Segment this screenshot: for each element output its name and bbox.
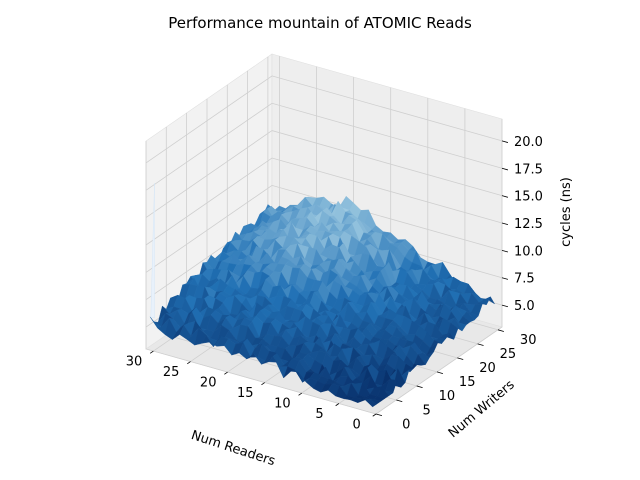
y-tick-mark — [396, 399, 403, 403]
z-tick-label: 15.0 — [514, 190, 543, 205]
x-tick-label: 5 — [315, 407, 323, 422]
z-tick-label: 20.0 — [514, 135, 543, 150]
y-tick-label: 30 — [520, 333, 537, 348]
y-tick-mark — [416, 385, 423, 388]
surface-spike — [150, 183, 155, 319]
z-tick-label: 7.5 — [514, 272, 535, 287]
z-tick-mark — [501, 222, 509, 226]
z-axis-label: cycles (ns) — [559, 177, 574, 247]
x-tick-mark — [298, 392, 303, 396]
y-tick-mark — [457, 357, 464, 360]
z-tick-label: 5.0 — [514, 299, 535, 314]
x-tick-label: 20 — [200, 375, 217, 390]
grid-line-z — [145, 184, 503, 273]
grid-line-y — [145, 141, 377, 415]
z-tick-label: 12.5 — [514, 217, 543, 232]
grid-line-x — [375, 119, 503, 415]
z-tick-label: 17.5 — [514, 162, 543, 177]
y-axis-label: Num Writers — [446, 377, 518, 441]
z-tick-mark — [501, 249, 509, 253]
x-tick-label: 15 — [237, 386, 254, 401]
z-tick-label: 10.0 — [514, 244, 543, 259]
y-tick-label: 5 — [422, 403, 430, 418]
z-tick-mark — [501, 167, 509, 171]
x-tick-mark — [149, 350, 154, 354]
grid-line-z — [145, 157, 503, 246]
y-tick-mark — [436, 371, 444, 374]
x-tick-mark — [372, 413, 377, 417]
y-tick-label: 20 — [479, 361, 496, 376]
x-tick-mark — [187, 361, 191, 365]
y-tick-mark — [375, 413, 383, 417]
z-tick-mark — [501, 277, 509, 280]
surface-mesh — [149, 183, 495, 408]
x-tick-mark — [261, 382, 265, 386]
y-tick-label: 0 — [402, 417, 410, 432]
x-tick-label: 10 — [274, 396, 291, 411]
grid-line-z — [145, 75, 503, 164]
x-axis-label: Num Readers — [189, 428, 277, 469]
x-tick-label: 0 — [352, 417, 360, 432]
surface-facet — [364, 398, 378, 408]
y-tick-label: 25 — [500, 347, 517, 362]
z-tick-mark — [501, 140, 509, 143]
y-tick-mark — [477, 343, 484, 346]
x-tick-mark — [335, 403, 340, 407]
chart-title: Performance mountain of ATOMIC Reads — [168, 14, 472, 32]
axis-ticks: 0510152025300510152025305.07.510.012.515… — [126, 135, 543, 432]
z-tick-mark — [501, 304, 509, 308]
x-tick-label: 30 — [126, 354, 143, 369]
grid-line-z — [145, 102, 503, 191]
y-tick-label: 15 — [459, 375, 476, 390]
x-tick-label: 25 — [163, 365, 180, 380]
x-tick-mark — [224, 371, 228, 375]
z-tick-mark — [501, 195, 509, 198]
y-tick-mark — [497, 329, 504, 332]
y-tick-label: 10 — [439, 389, 456, 404]
grid-line-z — [145, 130, 503, 218]
